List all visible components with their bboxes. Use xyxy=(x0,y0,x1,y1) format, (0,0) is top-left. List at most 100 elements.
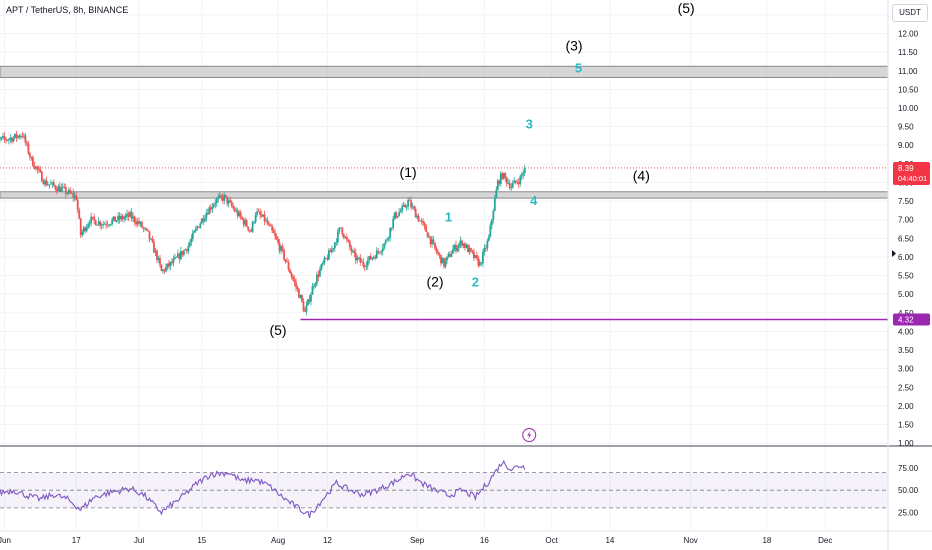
y-tick-label: 7.50 xyxy=(898,197,914,206)
rsi-tick-label: 50.00 xyxy=(898,486,919,495)
candle-body xyxy=(392,218,395,229)
x-tick-label: 17 xyxy=(72,536,81,545)
candle-body xyxy=(94,220,97,226)
candle-body xyxy=(151,238,154,243)
candle-body xyxy=(197,226,200,228)
candle-body xyxy=(181,251,184,255)
y-tick-label: 12.00 xyxy=(898,30,919,39)
candle-body xyxy=(302,301,305,311)
candle-body xyxy=(366,260,369,266)
candle-body xyxy=(416,215,418,218)
candle-body xyxy=(459,240,462,245)
candle-body xyxy=(42,181,45,185)
wave-label: 4 xyxy=(530,193,538,208)
candle-body xyxy=(11,137,13,142)
candle-body xyxy=(147,229,149,232)
candle-body xyxy=(75,195,78,200)
candle-body xyxy=(269,224,272,226)
candle-body xyxy=(435,248,438,253)
candle-body xyxy=(431,239,433,245)
candle-body xyxy=(40,171,43,182)
candle-body xyxy=(208,207,211,215)
candle-body xyxy=(458,244,460,248)
candle-body xyxy=(190,238,193,243)
candle-body xyxy=(419,220,421,222)
candle-body xyxy=(368,256,371,261)
candle-body xyxy=(295,282,297,288)
candle-body xyxy=(67,190,70,194)
candle-body xyxy=(58,186,61,192)
candle-body xyxy=(339,227,342,229)
candle-body xyxy=(250,230,253,232)
candle-body xyxy=(105,223,108,225)
candle-body xyxy=(212,204,215,207)
candle-body xyxy=(292,276,294,280)
candle-body xyxy=(138,221,140,224)
candle-body xyxy=(205,213,208,219)
candle-body xyxy=(410,200,413,208)
candle-body xyxy=(259,211,262,215)
y-tick-label: 3.50 xyxy=(898,346,914,355)
candle-body xyxy=(411,206,414,208)
candle-body xyxy=(314,283,317,287)
x-tick-label: 16 xyxy=(480,536,489,545)
candle-body xyxy=(344,237,347,238)
y-tick-label: 11.00 xyxy=(898,67,918,76)
candle-body xyxy=(374,256,377,259)
candle-body xyxy=(193,230,196,233)
candle-body xyxy=(402,204,405,207)
candle-body xyxy=(238,212,241,217)
candle-body xyxy=(359,257,362,263)
candle-body xyxy=(253,221,256,223)
candles xyxy=(0,130,526,316)
candle-body xyxy=(289,269,291,274)
candle-body xyxy=(229,200,232,202)
candle-body xyxy=(450,253,453,257)
candle-body xyxy=(393,212,396,219)
candle-body xyxy=(330,249,333,253)
candle-body xyxy=(413,206,416,209)
x-tick-label: Dec xyxy=(818,536,832,545)
candle-body xyxy=(230,201,233,207)
candle-body xyxy=(475,255,478,258)
candle-body xyxy=(33,166,36,169)
candle-body xyxy=(154,250,157,253)
candle-body xyxy=(280,246,282,251)
unit-button[interactable]: USDT xyxy=(892,4,928,22)
candle-body xyxy=(109,224,112,225)
candle-body xyxy=(470,247,472,251)
candle-body xyxy=(317,274,320,277)
candle-body xyxy=(209,207,212,210)
candle-body xyxy=(428,236,430,238)
candle-body xyxy=(437,252,439,254)
candle-body xyxy=(135,222,137,225)
candle-body xyxy=(310,294,312,302)
candle-body xyxy=(133,216,136,223)
x-tick-label: 18 xyxy=(762,536,771,545)
candle-body xyxy=(311,286,314,295)
candle-body xyxy=(456,247,459,251)
y-tick-label: 5.50 xyxy=(898,272,914,281)
candle-body xyxy=(202,218,205,222)
candle-body xyxy=(150,238,152,240)
candle-body xyxy=(478,262,481,266)
candle-body xyxy=(365,265,368,267)
candle-body xyxy=(434,242,436,249)
candle-body xyxy=(93,216,96,221)
candle-body xyxy=(354,253,357,261)
wave-label: (5) xyxy=(678,0,695,16)
candle-body xyxy=(51,182,54,184)
candle-body xyxy=(85,227,88,232)
candle-body xyxy=(49,183,52,185)
candle-body xyxy=(322,262,324,265)
candle-body xyxy=(57,186,60,192)
candle-body xyxy=(440,255,442,264)
candle-body xyxy=(441,257,444,264)
candle-body xyxy=(305,305,308,312)
candle-body xyxy=(99,221,102,226)
candle-body xyxy=(356,257,359,261)
rsi-tick-label: 75.00 xyxy=(898,464,919,473)
candle-body xyxy=(64,187,67,194)
y-tick-label: 5.00 xyxy=(898,290,914,299)
